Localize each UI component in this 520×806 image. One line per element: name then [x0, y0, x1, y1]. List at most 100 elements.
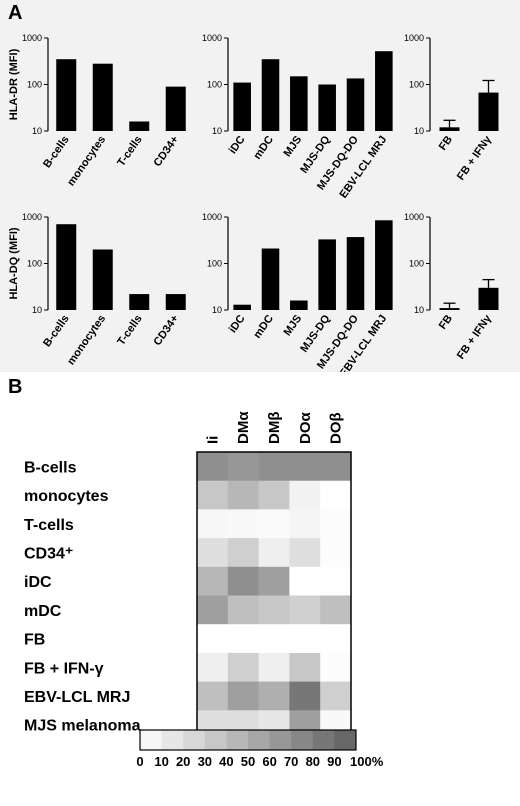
y-tick-label: 100	[409, 259, 424, 269]
heatmap-cell	[289, 595, 321, 625]
heatmap-cell	[289, 538, 321, 568]
category-label: MJS	[281, 313, 304, 338]
y-tick-label: 1000	[404, 212, 424, 222]
scale-swatch	[140, 730, 162, 750]
heatmap-cell	[320, 538, 352, 568]
row-label: monocytes	[24, 488, 109, 505]
heatmap-cell	[258, 509, 290, 539]
panel-b-label: B	[8, 376, 23, 398]
heatmap-cell	[320, 652, 352, 682]
scale-tick-label: 70	[284, 754, 298, 769]
row-label: EBV-LCL MRJ	[24, 689, 130, 706]
category-label: mDC	[251, 134, 276, 162]
row-label: FB	[24, 632, 45, 649]
category-label: monocytes	[65, 134, 108, 188]
category-label: FB	[437, 134, 455, 153]
heatmap-cell	[227, 595, 259, 625]
heatmap-cell	[320, 452, 352, 481]
heatmap-cell	[197, 566, 229, 596]
scale-swatch	[291, 730, 314, 750]
scale-tick-label: 80	[306, 754, 320, 769]
heatmap-cell	[258, 681, 290, 711]
heatmap-cell	[197, 452, 229, 481]
scale-tick-label: 0	[136, 754, 143, 769]
heatmap-cell	[258, 624, 290, 654]
category-label: MJS	[281, 134, 304, 159]
scale-swatch	[204, 730, 227, 750]
heatmap-cell	[227, 509, 259, 539]
y-tick-label: 10	[414, 305, 424, 315]
bar	[375, 220, 393, 310]
category-label: FB + IFNγ	[455, 133, 495, 182]
row-label: T-cells	[24, 517, 74, 534]
scale-swatch	[161, 730, 184, 750]
y-axis-label: HLA-DR (MFI)	[8, 48, 20, 120]
heatmap-cell	[258, 595, 290, 625]
panel-b: B Ii DMα DMβ DOα DOβ B-cells monocytes T-cells C…	[0, 372, 520, 806]
bar	[375, 51, 393, 132]
y-tick-label: 10	[32, 305, 42, 315]
heatmap-cell	[197, 538, 229, 568]
heatmap-cell	[289, 681, 321, 711]
category-label: FB + IFNγ	[455, 312, 495, 361]
heatmap-cell	[320, 566, 352, 596]
column-label: DMβ	[266, 412, 283, 444]
heatmap-cell	[289, 509, 321, 539]
category-label: T-cells	[115, 134, 144, 169]
scale-tick-label: 50	[241, 754, 255, 769]
scale-tick-label: 20	[176, 754, 190, 769]
panel-a-label: A	[8, 2, 23, 24]
y-tick-label: 10	[212, 126, 222, 136]
category-label: monocytes	[65, 313, 108, 367]
row-label: CD34⁺	[24, 545, 73, 562]
bar	[165, 86, 186, 131]
heatmap-cell	[227, 452, 259, 481]
heatmap-cell	[289, 624, 321, 654]
heatmap-cell	[227, 538, 259, 568]
heatmap-cell	[320, 624, 352, 654]
category-label: T-cells	[115, 313, 144, 348]
scale-tick-label: 10	[154, 754, 168, 769]
row-label: B-cells	[24, 459, 77, 476]
bar	[478, 287, 499, 310]
bar	[346, 78, 365, 131]
heatmap-cell	[320, 509, 352, 539]
y-tick-label: 100	[27, 80, 42, 90]
bar	[318, 84, 336, 131]
heatmap-cell	[197, 595, 229, 625]
bar	[439, 308, 460, 310]
heatmap-cell	[197, 652, 229, 682]
heatmap-cell	[320, 480, 352, 510]
heatmap-cell	[227, 624, 259, 654]
heatmap-cell	[258, 566, 290, 596]
bar	[56, 59, 77, 131]
y-tick-label: 100	[207, 259, 222, 269]
heatmap-cell	[197, 480, 229, 510]
heatmap-cell	[227, 681, 259, 711]
y-tick-label: 100	[27, 259, 42, 269]
heatmap-cell	[197, 681, 229, 711]
column-label: DMα	[235, 411, 252, 444]
bar	[261, 59, 280, 131]
bar	[318, 239, 336, 310]
column-label: Ii	[204, 436, 221, 444]
row-label: FB + IFN-γ	[24, 660, 104, 677]
scale-border	[139, 729, 357, 751]
bar	[233, 82, 251, 131]
color-scale: 0 10 20 30 40 50 60 70 80 90 100%	[136, 729, 384, 769]
heatmap-cell	[197, 624, 229, 654]
y-tick-label: 100	[207, 80, 222, 90]
row-label: mDC	[24, 603, 62, 620]
y-tick-label: 10	[32, 126, 42, 136]
y-tick-label: 100	[409, 80, 424, 90]
y-tick-label: 1000	[22, 33, 42, 43]
y-axis-label: HLA-DQ (MFI)	[8, 227, 20, 299]
scale-swatch	[248, 730, 270, 750]
bar	[165, 294, 186, 310]
bar	[439, 127, 460, 131]
category-label: FB	[437, 313, 455, 332]
column-label: DOα	[297, 412, 314, 445]
